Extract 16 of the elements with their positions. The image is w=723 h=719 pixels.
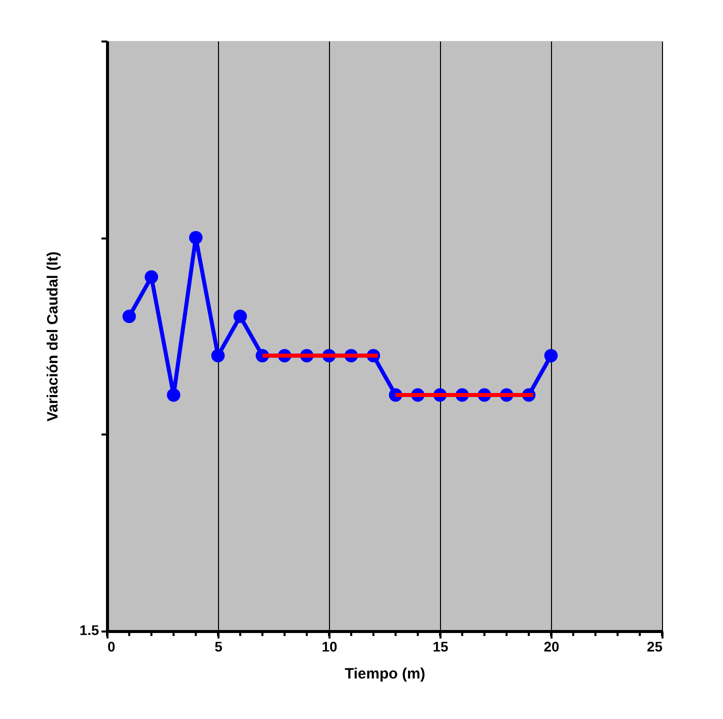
point [189, 230, 203, 244]
x-tick-label: 15 [432, 638, 448, 654]
point [233, 310, 247, 324]
y-axis-title: Variación del Caudal (lt) [44, 251, 62, 422]
x-tick-label: 5 [214, 638, 223, 654]
x-tick-label: 20 [544, 638, 560, 654]
text: 1.5 [80, 622, 100, 638]
x-tick-label: 10 [322, 638, 338, 654]
x-axis-title: Tiempo (m) [344, 666, 426, 682]
point [122, 310, 136, 324]
point [144, 270, 158, 284]
x-tick-label: 0 [108, 638, 116, 654]
point [211, 348, 225, 362]
point [166, 388, 180, 402]
x-tick-label: 25 [646, 638, 663, 654]
point [544, 348, 558, 362]
